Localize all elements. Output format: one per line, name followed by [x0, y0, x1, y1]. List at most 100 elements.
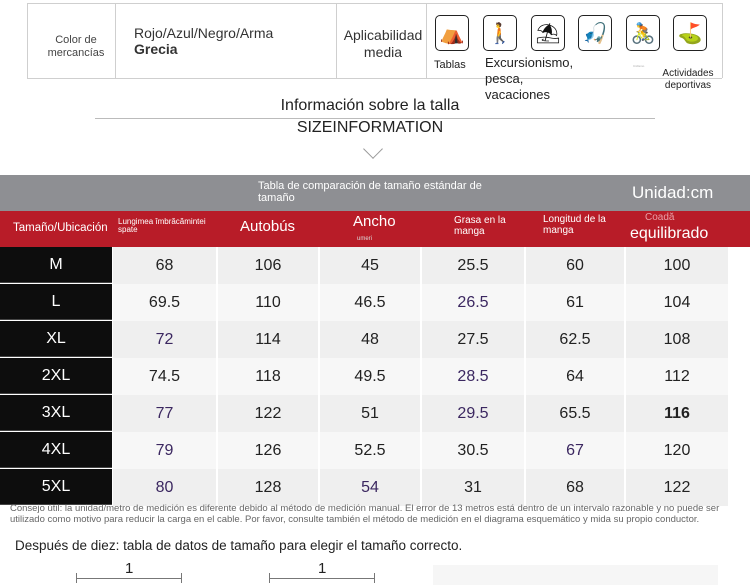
- size-cell: M: [0, 247, 112, 283]
- value-cell: 26.5: [422, 284, 526, 321]
- dimension-label: 1: [125, 560, 134, 577]
- dimension-tick: [374, 573, 375, 583]
- table-header: Tamaño/Ubicación Lungimea îmbrăcămintei …: [0, 211, 750, 247]
- size-info-title: Información sobre la talla: [280, 97, 460, 114]
- size-cell: 5XL: [0, 469, 112, 505]
- value-cell: 116: [626, 395, 730, 432]
- fishing-icon: 🎣: [578, 15, 612, 51]
- value-cell: 25.5: [422, 247, 526, 284]
- table-row: 4XL 79 126 52.5 30.5 67 120: [0, 432, 750, 469]
- header-bust: Autobús: [240, 218, 296, 235]
- table-row: 5XL 80 128 54 31 68 122: [0, 469, 750, 506]
- divider: [336, 3, 337, 78]
- value-cell: 104: [626, 284, 730, 321]
- golf-icon: ⛳: [673, 15, 707, 51]
- value-cell: 79: [113, 432, 218, 469]
- after-note: Después de diez: tabla de datos de tamañ…: [15, 538, 463, 553]
- divider: [426, 3, 427, 78]
- divider: [115, 3, 116, 78]
- header-balanced: equilibrado: [630, 225, 709, 242]
- size-cell: XL: [0, 321, 112, 357]
- value-cell: 28.5: [422, 358, 526, 395]
- size-cell: 4XL: [0, 432, 112, 468]
- color-label: Color de mercancías: [47, 34, 105, 59]
- value-cell: 60: [526, 247, 626, 284]
- dimension-line: [269, 578, 375, 579]
- tent-icon: ⛺: [435, 15, 469, 51]
- value-cell: 65.5: [526, 395, 626, 432]
- value-cell: 52.5: [320, 432, 422, 469]
- value-cell: 54: [320, 469, 422, 506]
- value-cell: 68: [526, 469, 626, 506]
- value-cell: 69.5: [113, 284, 218, 321]
- table-row: M 68 106 45 25.5 60 100: [0, 247, 750, 284]
- value-cell: 77: [113, 395, 218, 432]
- table-caption: Tabla de comparación de tamaño estándar …: [258, 180, 482, 204]
- header-shoulder: umeri: [357, 236, 373, 242]
- activity-label-hiking: Excursionismo, pesca, vacaciones: [485, 55, 574, 102]
- value-cell: 45: [320, 247, 422, 284]
- table-row: 3XL 77 122 51 29.5 65.5 116: [0, 395, 750, 432]
- divider: [27, 3, 28, 78]
- measurement-tip: Consejo útil: la unidad/metro de medició…: [10, 503, 720, 525]
- value-cell: 122: [626, 469, 730, 506]
- size-cell: L: [0, 284, 112, 320]
- value-cell: 68: [113, 247, 218, 284]
- value-cell: 48: [320, 321, 422, 358]
- value-cell: 126: [218, 432, 320, 469]
- size-cell: 3XL: [0, 395, 112, 431]
- value-cell: 61: [526, 284, 626, 321]
- header-sleeve-width: Grasa en la manga: [454, 215, 506, 237]
- header-back-length: Lungimea îmbrăcămintei spate: [118, 217, 206, 235]
- value-cell: 112: [626, 358, 730, 395]
- color-value: Rojo/Azul/Negro/Arma: [134, 25, 274, 41]
- value-cell: 110: [218, 284, 320, 321]
- header-sleeve-length: Longitud de la manga: [543, 214, 606, 236]
- beach-icon: ⛱: [531, 15, 565, 51]
- value-cell: 128: [218, 469, 320, 506]
- table-row: 2XL 74.5 118 49.5 28.5 64 112: [0, 358, 750, 395]
- value-cell: 51: [320, 395, 422, 432]
- unit-label: Unidad:cm: [632, 183, 714, 202]
- value-cell: 27.5: [422, 321, 526, 358]
- value-cell: 46.5: [320, 284, 422, 321]
- divider: [722, 3, 723, 78]
- activity-label-cycling: Ciclismo: [633, 64, 645, 68]
- value-cell: 30.5: [422, 432, 526, 469]
- cycling-icon: 🚴: [626, 15, 660, 51]
- value-cell: 31: [422, 469, 526, 506]
- header-tail: Coadă: [645, 212, 675, 223]
- dimension-tick: [76, 573, 77, 583]
- value-cell: 67: [526, 432, 626, 469]
- value-cell: 62.5: [526, 321, 626, 358]
- value-cell: 80: [113, 469, 218, 506]
- value-cell: 106: [218, 247, 320, 284]
- size-info-subtitle: SIZEINFORMATION: [296, 119, 444, 136]
- value-cell: 100: [626, 247, 730, 284]
- value-cell: 114: [218, 321, 320, 358]
- header-size: Tamaño/Ubicación: [13, 222, 108, 234]
- dimension-label: 1: [318, 560, 327, 577]
- value-cell: 122: [218, 395, 320, 432]
- table-row: L 69.5 110 46.5 26.5 61 104: [0, 284, 750, 321]
- value-cell: 49.5: [320, 358, 422, 395]
- dimension-tick: [181, 573, 182, 583]
- activity-label-tablas: Tablas: [434, 59, 466, 71]
- value-cell: 120: [626, 432, 730, 469]
- dimension-tick: [269, 573, 270, 583]
- size-cell: 2XL: [0, 358, 112, 394]
- image-placeholder: [433, 565, 718, 585]
- value-cell: 64: [526, 358, 626, 395]
- applicability-label: Aplicabilidad media: [343, 27, 423, 60]
- color-value-bold: Grecia: [134, 41, 178, 57]
- value-cell: 72: [113, 321, 218, 358]
- hiking-icon: 🚶: [483, 15, 517, 51]
- value-cell: 74.5: [113, 358, 218, 395]
- table-caption-band: Tabla de comparación de tamaño estándar …: [0, 175, 750, 211]
- table-row: XL 72 114 48 27.5 62.5 108: [0, 321, 750, 358]
- dimension-line: [76, 578, 182, 579]
- divider: [27, 78, 722, 79]
- activity-label-sports: Actividades deportivas: [662, 68, 714, 91]
- value-cell: 29.5: [422, 395, 526, 432]
- divider: [27, 3, 722, 4]
